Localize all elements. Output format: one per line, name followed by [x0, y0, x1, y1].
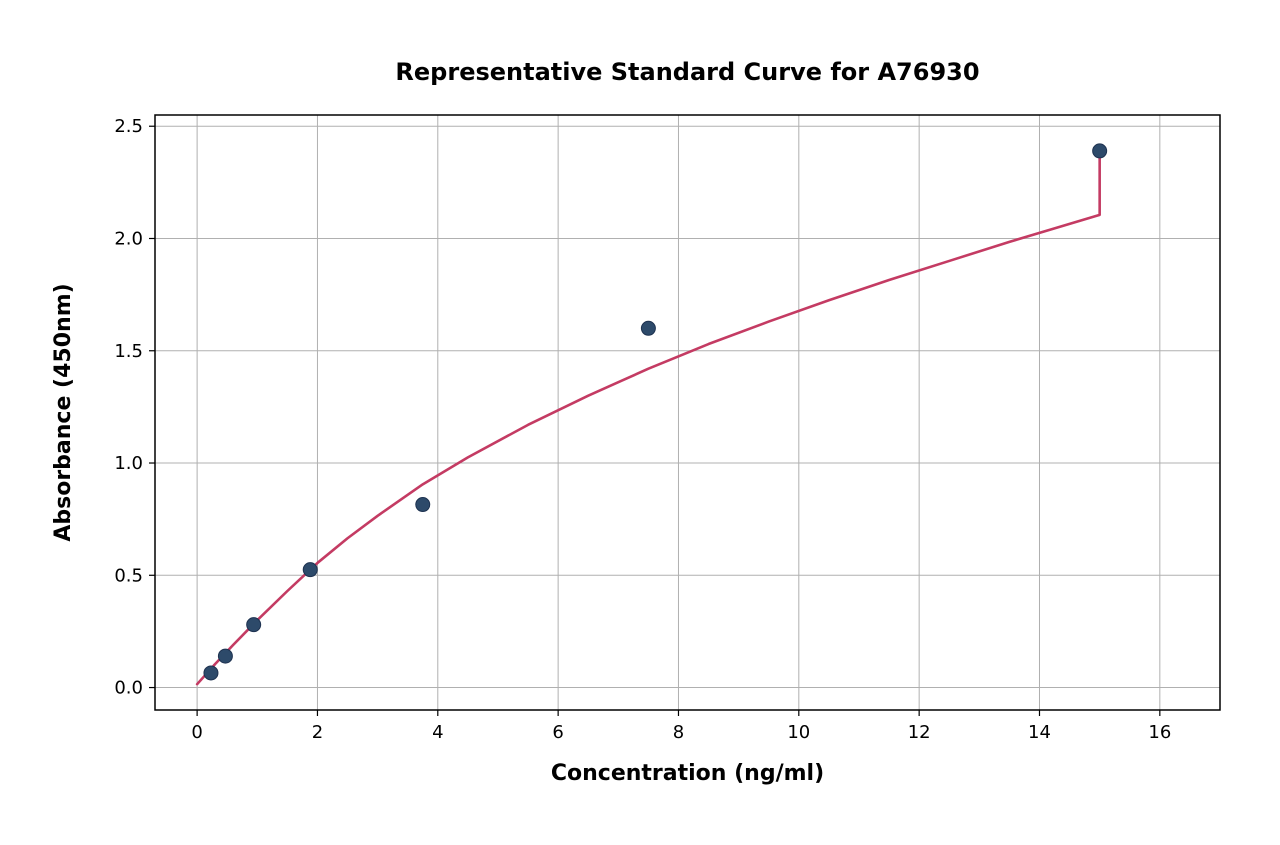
ytick-label: 2.5 [114, 116, 143, 137]
chart-title: Representative Standard Curve for A76930 [395, 58, 979, 86]
ytick-label: 1.0 [114, 453, 143, 474]
xtick-label: 14 [1028, 722, 1051, 743]
standard-curve-chart: 0 2 4 6 8 10 12 14 16 0.0 0.5 1.0 1.5 2.0 2.5 Concentra… [0, 0, 1280, 845]
xtick-label: 8 [673, 722, 684, 743]
xtick-label: 10 [787, 722, 810, 743]
chart-container: 0 2 4 6 8 10 12 14 16 0.0 0.5 1.0 1.5 2.0 2.5 Concentra… [0, 0, 1280, 845]
data-point [303, 563, 317, 577]
ytick-label: 0.0 [114, 678, 143, 699]
xtick-label: 12 [908, 722, 931, 743]
data-point [1093, 144, 1107, 158]
xtick-label: 0 [191, 722, 202, 743]
ytick-label: 0.5 [114, 565, 143, 586]
xtick-label: 6 [552, 722, 563, 743]
x-axis-label: Concentration (ng/ml) [551, 761, 824, 786]
ytick-label: 2.0 [114, 228, 143, 249]
data-point [218, 649, 232, 663]
xtick-label: 2 [312, 722, 323, 743]
xtick-label: 4 [432, 722, 443, 743]
y-axis-label: Absorbance (450nm) [51, 283, 76, 541]
xtick-label: 16 [1148, 722, 1171, 743]
data-point [204, 666, 218, 680]
data-point [247, 618, 261, 632]
data-point [641, 321, 655, 335]
ytick-label: 1.5 [114, 341, 143, 362]
data-point [416, 498, 430, 512]
